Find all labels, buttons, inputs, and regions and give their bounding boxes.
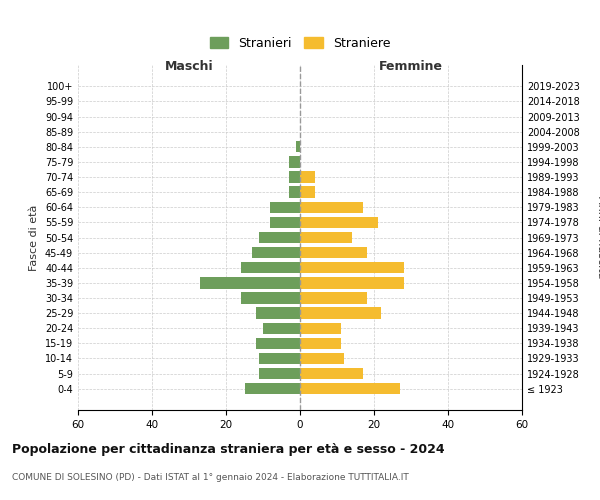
Bar: [241, 262, 300, 274]
Bar: [300, 353, 344, 364]
Text: Popolazione per cittadinanza straniera per età e sesso - 2024: Popolazione per cittadinanza straniera p…: [12, 442, 445, 456]
Bar: [300, 292, 367, 304]
Bar: [241, 292, 300, 304]
Bar: [259, 232, 300, 243]
Text: Femmine: Femmine: [379, 60, 443, 72]
Bar: [200, 277, 300, 288]
Bar: [300, 172, 315, 182]
Bar: [271, 216, 300, 228]
Bar: [245, 383, 300, 394]
Bar: [300, 338, 341, 349]
Bar: [300, 232, 352, 243]
Bar: [300, 368, 363, 379]
Bar: [300, 262, 404, 274]
Bar: [289, 156, 300, 168]
Bar: [300, 247, 367, 258]
Y-axis label: Fasce di età: Fasce di età: [29, 204, 39, 270]
Bar: [300, 202, 363, 213]
Bar: [289, 172, 300, 182]
Bar: [256, 338, 300, 349]
Bar: [300, 216, 378, 228]
Y-axis label: Anni di nascita: Anni di nascita: [596, 196, 600, 279]
Bar: [296, 141, 300, 152]
Bar: [263, 322, 300, 334]
Bar: [259, 368, 300, 379]
Bar: [252, 247, 300, 258]
Bar: [300, 186, 315, 198]
Bar: [300, 322, 341, 334]
Bar: [289, 186, 300, 198]
Text: Maschi: Maschi: [164, 60, 214, 72]
Bar: [300, 383, 400, 394]
Bar: [271, 202, 300, 213]
Bar: [300, 308, 382, 318]
Bar: [300, 277, 404, 288]
Legend: Stranieri, Straniere: Stranieri, Straniere: [206, 34, 394, 54]
Bar: [256, 308, 300, 318]
Text: COMUNE DI SOLESINO (PD) - Dati ISTAT al 1° gennaio 2024 - Elaborazione TUTTITALI: COMUNE DI SOLESINO (PD) - Dati ISTAT al …: [12, 472, 409, 482]
Bar: [259, 353, 300, 364]
